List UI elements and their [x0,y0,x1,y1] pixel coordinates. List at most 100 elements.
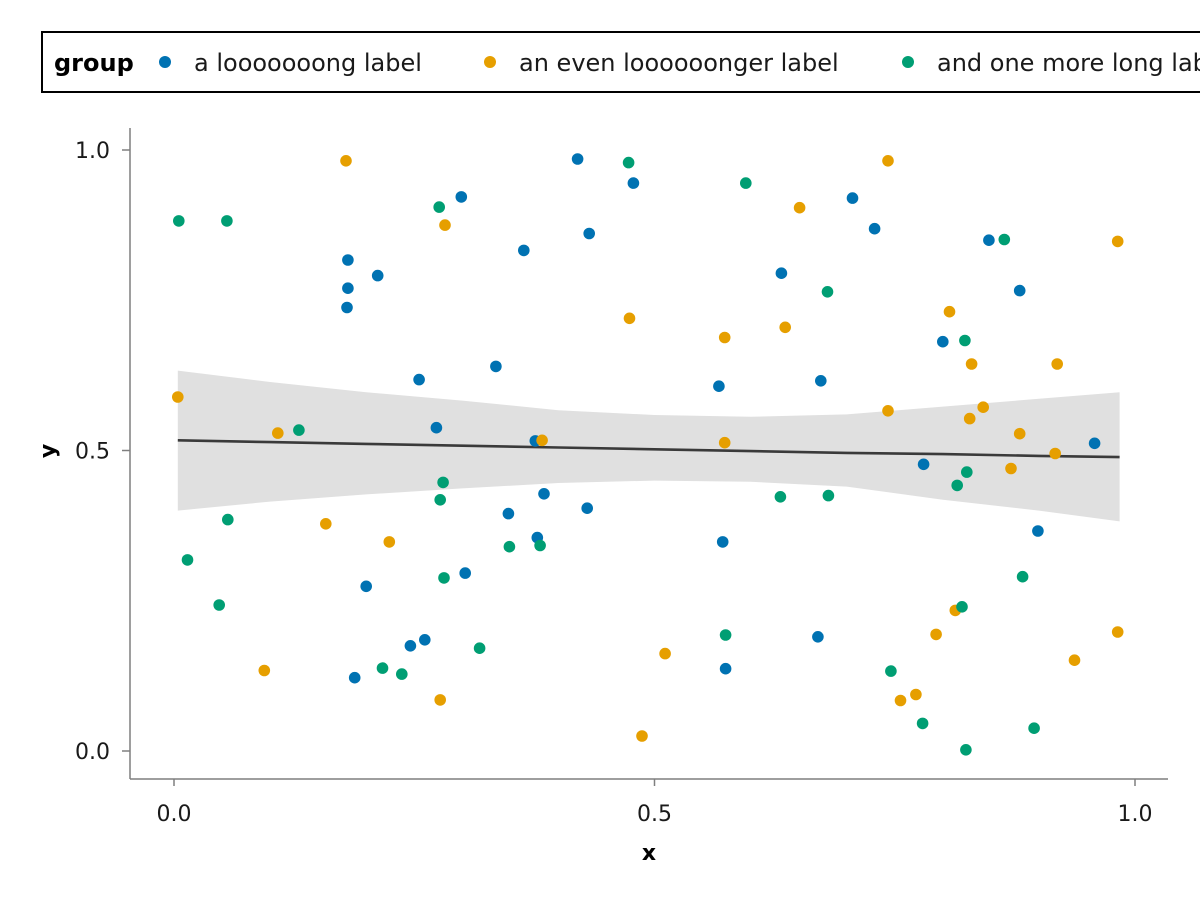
confidence-band [177,370,1120,522]
data-point-series-1 [571,153,584,165]
data-point-series-1 [502,507,515,520]
data-point-series-1 [713,380,725,393]
data-point-series-1 [815,375,827,387]
data-point-series-1 [342,282,354,295]
data-point-series-1 [490,360,502,373]
data-point-series-1 [360,580,373,593]
data-point-series-1 [455,191,468,203]
data-point-series-2 [1051,358,1063,370]
legend-items: a looooooong label an even loooooonger la… [159,49,1200,77]
plot-area [172,153,1124,756]
data-point-series-3 [821,286,834,298]
data-point-series-3 [822,489,835,502]
data-point-series-2 [636,730,648,742]
data-point-series-2 [882,155,894,167]
data-point-series-2 [793,201,806,214]
data-point-series-3 [885,665,897,677]
data-point-series-1 [1013,284,1026,297]
data-point-series-3 [503,540,516,553]
data-point-series-3 [433,201,446,213]
x-ticks: 0.0 0.5 1.0 [157,779,1153,827]
data-point-series-3 [951,479,963,492]
data-point-series-3 [1028,722,1040,734]
data-point-series-2 [320,518,332,530]
data-point-series-1 [1088,437,1101,450]
data-point-series-3 [719,629,732,641]
legend-label: and one more long label [937,49,1200,77]
trend-line-layer [177,439,1120,459]
data-point-series-2 [383,536,396,548]
data-point-series-1 [404,640,417,652]
legend-box [41,31,1200,93]
y-tick-label: 1.0 [75,139,110,164]
x-tick-label: 1.0 [1118,802,1153,827]
data-point-series-3 [998,233,1011,246]
data-point-series-1 [348,671,361,684]
data-point-series-2 [172,391,184,403]
data-point-series-1 [581,502,593,514]
data-point-series-3 [434,494,447,506]
data-point-series-3 [376,662,389,674]
data-point-series-2 [894,694,907,707]
data-point-series-3 [622,156,635,169]
data-point-series-1 [419,634,431,646]
y-ticks: 0.0 0.5 1.0 [75,139,130,765]
data-point-series-2 [779,321,791,334]
data-point-series-1 [538,488,550,500]
legend-label: an even loooooonger label [519,49,839,77]
data-point-series-2 [1111,626,1124,638]
data-point-series-3 [956,601,968,613]
data-point-series-2 [1111,235,1124,248]
data-point-series-1 [341,301,353,314]
data-point-series-1 [430,421,443,434]
data-point-series-2 [434,694,447,706]
legend-title: group [54,49,134,77]
data-point-series-1 [719,662,732,675]
confidence-band-layer [177,370,1120,522]
data-point-series-2 [1005,462,1017,475]
data-point-series-2 [943,305,956,318]
data-point-series-3 [173,215,185,227]
data-point-series-1 [846,192,859,204]
data-point-series-3 [774,491,787,503]
legend-label: a looooooong label [194,49,422,77]
data-point-series-2 [965,358,978,370]
y-tick-label: 0.5 [75,440,110,465]
data-point-series-1 [371,269,384,282]
x-tick-label: 0.0 [157,802,192,827]
data-point-series-1 [983,234,995,246]
trend-line [177,439,1120,459]
data-point-series-2 [1049,447,1061,460]
data-point-series-1 [1032,525,1044,537]
data-point-series-3 [740,177,752,189]
data-point-series-1 [627,177,640,189]
y-axis-title: y [36,444,61,458]
data-point-series-2 [718,436,731,449]
data-point-series-3 [438,572,450,584]
data-point-series-3 [396,668,408,680]
data-point-series-1 [917,458,930,471]
data-point-series-1 [583,227,595,240]
data-point-series-2 [258,664,271,677]
data-point-series-1 [716,536,729,548]
data-point-series-3 [221,215,233,227]
data-point-series-2 [1068,654,1081,666]
data-point-series-3 [961,466,973,478]
x-axis-title: x [642,841,656,866]
data-point-series-2 [536,434,548,447]
data-point-series-2 [340,155,352,167]
data-point-series-2 [718,331,731,344]
data-point-series-2 [930,628,942,641]
legend-marker [159,56,171,68]
data-point-series-3 [213,599,225,611]
data-point-series-2 [439,219,451,231]
data-point-series-1 [413,373,425,386]
data-point-series-2 [977,401,989,414]
data-point-series-2 [659,647,671,660]
data-point-series-1 [342,254,354,266]
data-point-series-2 [963,412,976,425]
data-point-series-3 [916,717,929,730]
data-point-series-2 [910,688,922,701]
data-point-series-2 [882,405,894,417]
